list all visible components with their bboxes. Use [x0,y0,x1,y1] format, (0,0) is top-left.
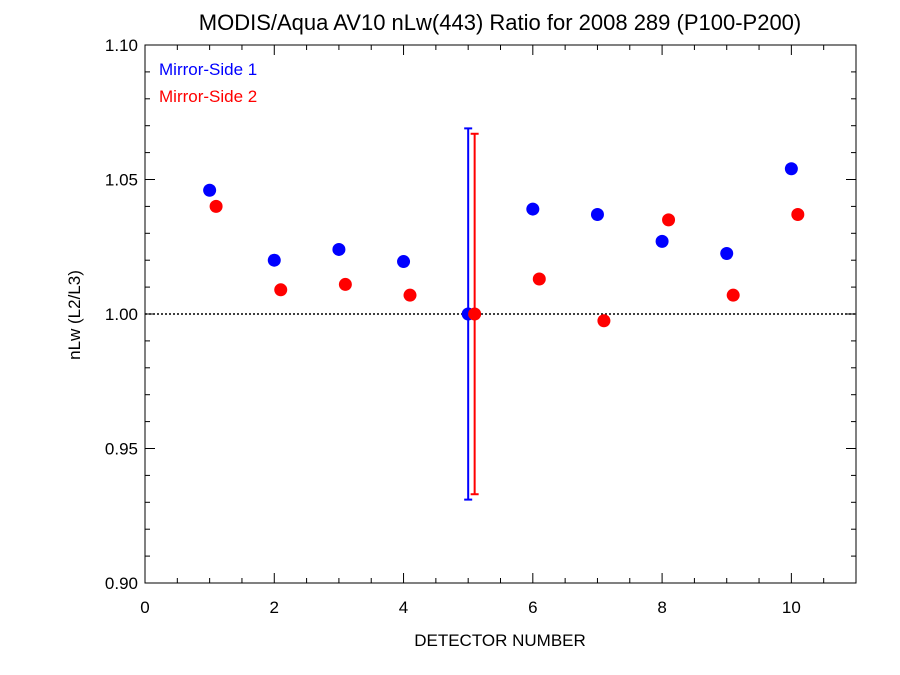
data-point-series-1 [267,253,281,267]
data-point-series-2 [791,207,805,221]
x-tick-label: 8 [657,598,666,617]
data-point-series-2 [468,307,482,321]
data-point-series-2 [532,272,546,286]
data-point-series-1 [332,242,346,256]
data-point-series-1 [655,234,669,248]
x-tick-label: 0 [140,598,149,617]
data-point-series-2 [209,199,223,213]
x-tick-label: 10 [782,598,801,617]
legend-entry-series-1: Mirror-Side 1 [159,60,257,79]
data-point-series-1 [720,246,734,260]
data-point-series-1 [397,255,411,269]
y-axis-title: nLw (L2/L3) [65,270,84,360]
data-point-series-2 [662,213,676,227]
data-point-series-1 [590,207,604,221]
data-point-series-1 [784,162,798,176]
data-point-series-2 [338,277,352,291]
legend-entry-series-2: Mirror-Side 2 [159,87,257,106]
y-tick-label: 1.10 [105,36,138,55]
data-point-series-1 [526,202,540,216]
chart-title: MODIS/Aqua AV10 nLw(443) Ratio for 2008 … [199,10,802,35]
x-axis-title: DETECTOR NUMBER [414,631,586,650]
data-point-series-1 [203,183,217,197]
x-tick-label: 6 [528,598,537,617]
data-point-series-2 [274,283,288,297]
y-tick-label: 0.95 [105,440,138,459]
y-tick-label: 0.90 [105,574,138,593]
data-point-series-2 [726,288,740,302]
y-tick-label: 1.05 [105,171,138,190]
y-tick-label: 1.00 [105,305,138,324]
x-tick-label: 2 [270,598,279,617]
x-tick-label: 4 [399,598,408,617]
data-point-series-2 [597,314,611,328]
data-point-series-2 [403,288,417,302]
